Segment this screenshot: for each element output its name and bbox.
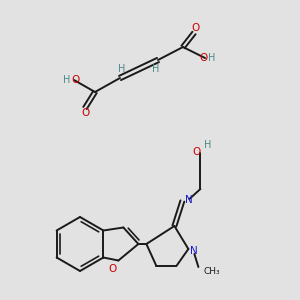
Text: H: H [204, 140, 211, 150]
Text: N: N [184, 195, 192, 205]
Text: O: O [81, 108, 89, 118]
Text: H: H [118, 64, 126, 74]
Text: H: H [208, 53, 216, 63]
Text: N: N [190, 246, 197, 256]
Text: O: O [192, 23, 200, 33]
Text: H: H [63, 75, 71, 85]
Text: CH₃: CH₃ [203, 268, 220, 277]
Text: H: H [152, 64, 160, 74]
Text: O: O [108, 263, 116, 274]
Text: O: O [71, 75, 79, 85]
Text: O: O [200, 53, 208, 63]
Text: O: O [192, 147, 200, 157]
